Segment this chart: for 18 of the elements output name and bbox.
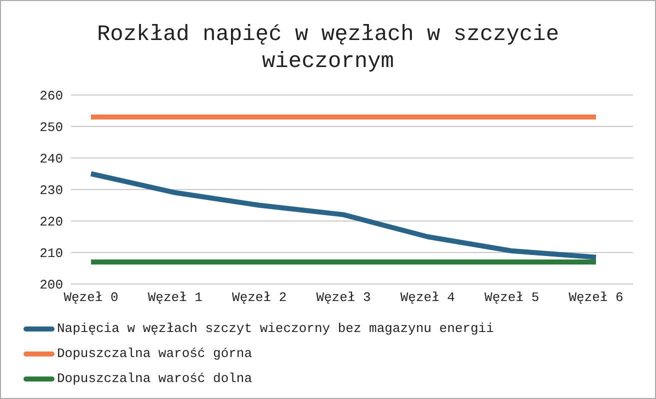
y-tick-label: 250 [40,120,63,136]
x-tick-label: Węzeł 5 [484,290,540,306]
legend-label: Dopuszczalna warość górna [57,346,252,361]
x-tick-label: Węzeł 1 [148,290,203,306]
x-tick-label: Węzeł 4 [400,290,456,306]
x-tick-label: Węzeł 0 [64,290,118,306]
legend-label: Napięcia w węzłach szczyt wieczorny bez magazynu energii [57,321,494,336]
y-tick-label: 220 [40,214,63,230]
y-tick-label: 200 [40,278,63,293]
x-tick-label: Węzeł 6 [568,290,624,306]
y-tick-label: 240 [40,152,63,167]
x-tick-label: Węzeł 2 [232,290,287,306]
legend-label: Dopuszczalna warość dolna [57,371,252,386]
x-tick-label: Węzeł 3 [316,290,371,306]
y-tick-label: 260 [40,88,63,104]
chart-title: Rozkład napięć w węzłach w szczycie wieczornym [96,21,560,76]
y-tick-label: 230 [40,183,63,198]
y-tick-label: 210 [40,246,63,262]
